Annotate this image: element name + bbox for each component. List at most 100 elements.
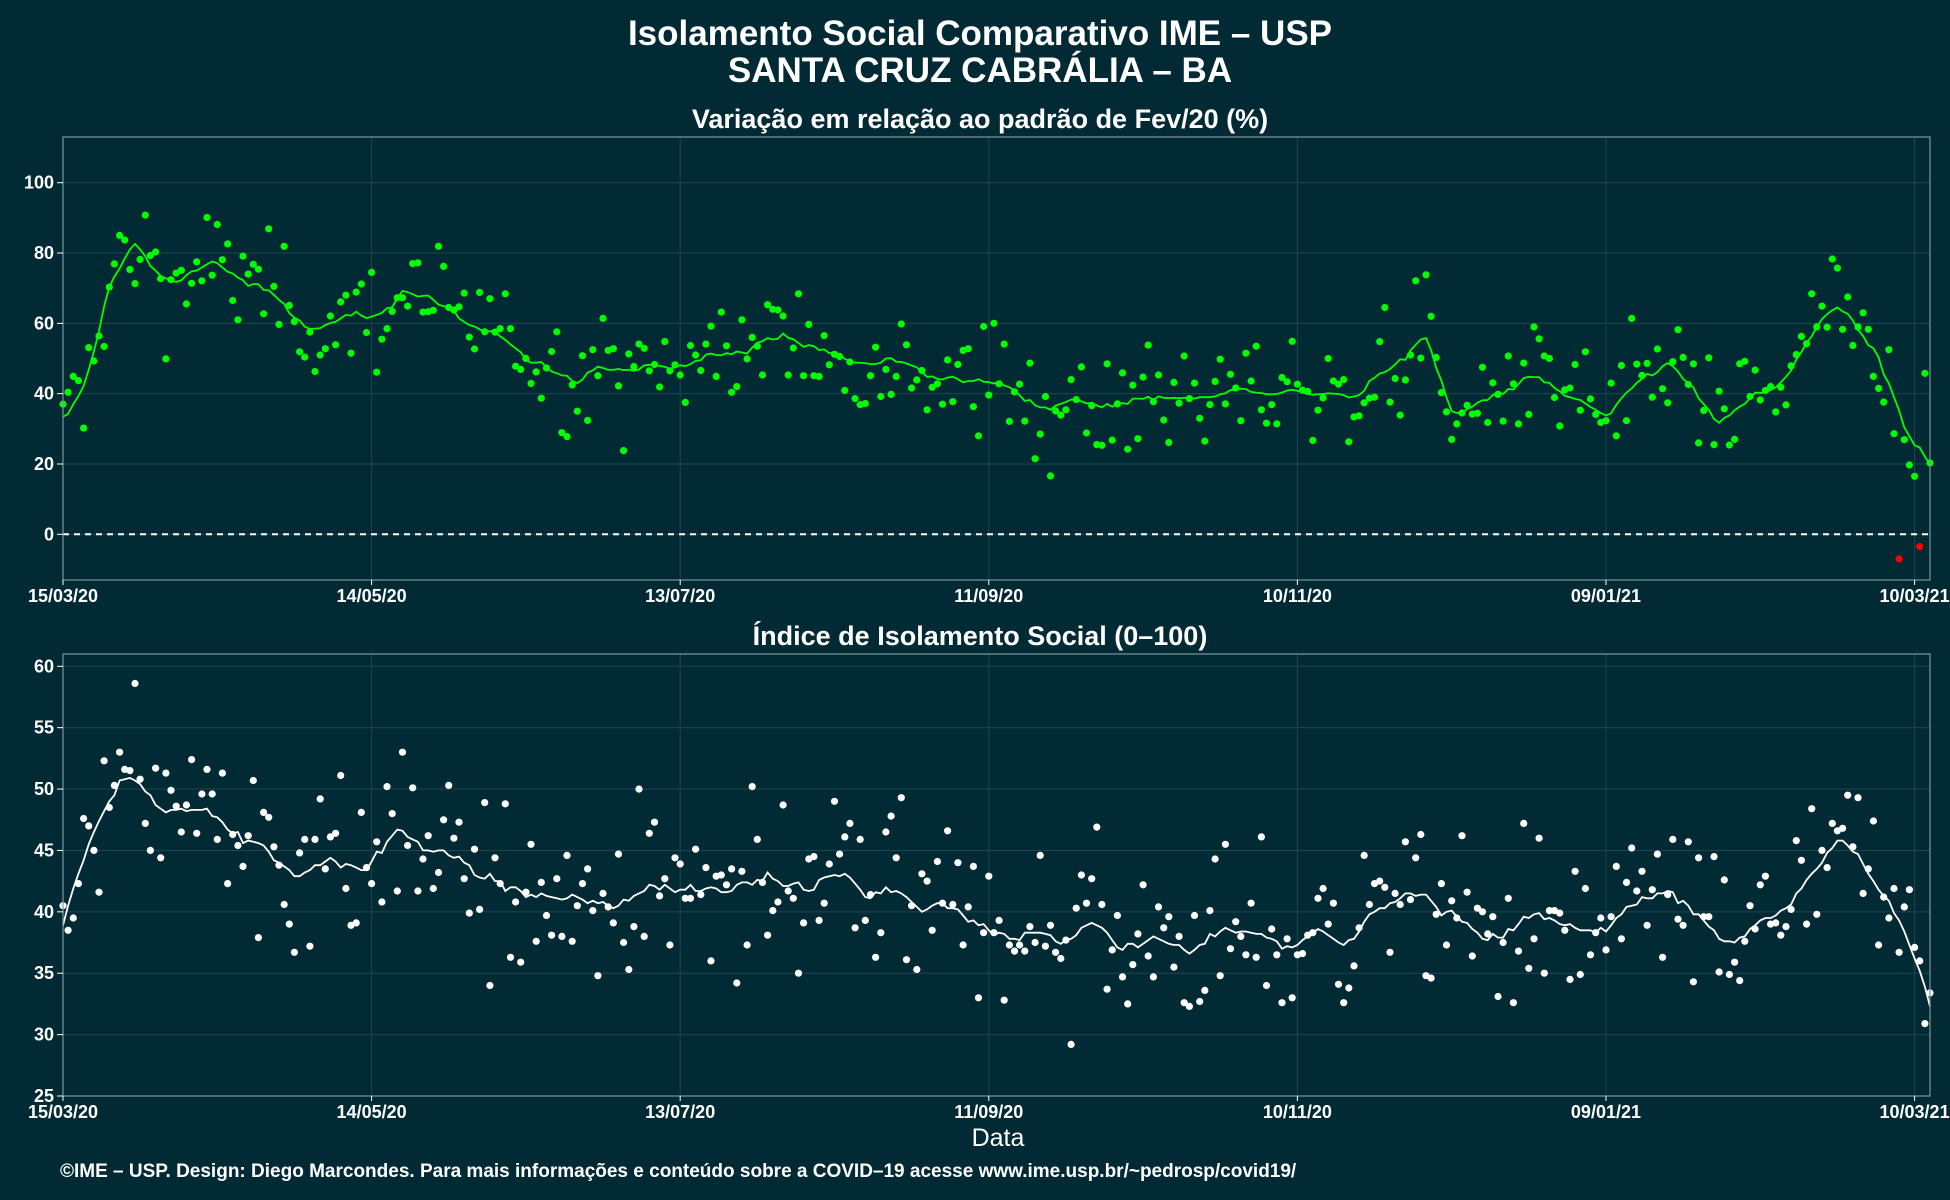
data-point [218, 256, 226, 264]
data-point [1484, 418, 1492, 427]
data-point [861, 399, 869, 408]
x-tick-label: 14/05/20 [337, 1102, 407, 1122]
data-point [296, 849, 304, 857]
data-point [105, 803, 113, 812]
data-point [794, 969, 803, 977]
data-point [234, 316, 242, 324]
data-point [1633, 887, 1641, 895]
data-point [1813, 910, 1821, 918]
data-point [506, 953, 515, 961]
data-point [1556, 422, 1564, 430]
data-point [1576, 406, 1584, 414]
data-point [640, 344, 648, 352]
data-point [1916, 957, 1924, 965]
data-point [573, 407, 581, 415]
data-point [1504, 352, 1512, 360]
data-point [1731, 435, 1739, 443]
data-point [553, 328, 561, 336]
panel1-title: Variação em relação ao padrão de Fev/20 … [692, 104, 1268, 134]
data-point [326, 312, 334, 320]
data-point [1792, 837, 1800, 845]
data-point [275, 861, 283, 869]
data-point [1103, 985, 1111, 993]
data-point [1031, 455, 1039, 463]
data-point [542, 364, 551, 372]
data-point [1478, 363, 1487, 371]
data-point [64, 388, 72, 396]
data-point [645, 367, 653, 375]
data-point [1777, 931, 1785, 939]
data-point [1885, 914, 1893, 922]
data-point [553, 875, 561, 883]
data-point [414, 259, 422, 267]
data-point [244, 270, 252, 278]
data-point [1458, 409, 1466, 417]
data-point [1391, 889, 1399, 898]
data-point [1412, 854, 1420, 862]
x-tick-label: 15/03/20 [28, 586, 98, 606]
data-point [1746, 392, 1754, 401]
data-point [728, 388, 736, 396]
data-point [686, 341, 695, 350]
data-point [1345, 984, 1353, 992]
data-point [1689, 360, 1697, 368]
data-point [378, 898, 386, 906]
data-point [1288, 337, 1296, 345]
data-point [1494, 992, 1502, 1001]
data-point [182, 801, 190, 809]
data-point [465, 909, 473, 917]
data-point [1653, 850, 1661, 858]
data-point [1520, 819, 1528, 828]
data-point [1767, 383, 1775, 391]
data-point [851, 395, 859, 403]
data-point [1365, 900, 1373, 909]
data-point [635, 340, 643, 348]
data-point [614, 850, 623, 858]
data-point [131, 679, 139, 688]
data-point [825, 860, 833, 868]
data-point [316, 351, 324, 359]
data-point [1180, 999, 1188, 1007]
data-point [511, 898, 520, 906]
data-point [1041, 942, 1049, 950]
data-point [1160, 416, 1168, 424]
data-point [1124, 445, 1132, 453]
data-point [1689, 978, 1697, 986]
data-point [1129, 381, 1137, 389]
data-point [249, 776, 257, 785]
data-point [748, 333, 756, 341]
data-point [1566, 975, 1574, 984]
data-point [1648, 393, 1656, 401]
data-point [717, 308, 725, 316]
data-point [964, 345, 972, 353]
data-point [1046, 472, 1055, 480]
data-point [1016, 941, 1024, 949]
data-point [311, 367, 319, 376]
data-point [1643, 359, 1651, 367]
data-point [995, 916, 1003, 925]
data-point [1844, 791, 1852, 799]
data-point [1849, 843, 1857, 851]
data-point [162, 355, 170, 363]
data-point [609, 345, 617, 353]
data-point [1566, 384, 1574, 392]
data-point [800, 372, 808, 380]
data-point [1154, 371, 1163, 379]
data-point [1098, 441, 1106, 449]
data-point [141, 819, 149, 828]
data-point [481, 799, 489, 807]
data-point [630, 923, 638, 931]
data-point [80, 424, 88, 432]
data-point [1499, 417, 1507, 425]
data-point [841, 833, 849, 841]
data-point [1484, 930, 1492, 938]
x-tick-label: 10/11/20 [1263, 1102, 1332, 1122]
data-point [321, 345, 329, 353]
y-tick-label: 45 [34, 840, 54, 860]
x-axis-label: Data [972, 1124, 1025, 1152]
data-point [1324, 920, 1332, 928]
data-point [1031, 938, 1039, 947]
data-point [1669, 835, 1677, 844]
data-point [733, 979, 741, 987]
data-point [193, 258, 201, 266]
